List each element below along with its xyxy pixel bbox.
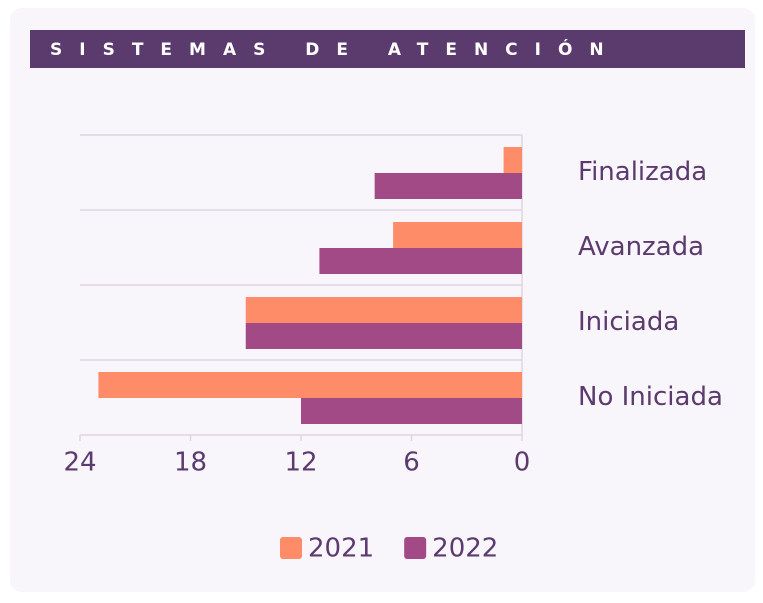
legend-label: 2022	[432, 534, 498, 564]
x-tick-label: 0	[514, 448, 531, 478]
bar	[503, 147, 522, 173]
bar	[301, 398, 522, 424]
bar	[393, 222, 522, 248]
category-label: No Iniciada	[578, 382, 723, 412]
legend-swatch	[404, 537, 427, 559]
x-tick-label: 6	[403, 448, 420, 478]
bar	[245, 297, 522, 323]
x-tick-label: 24	[63, 448, 96, 478]
title-bar	[30, 30, 745, 68]
category-label: Finalizada	[578, 157, 707, 187]
bar	[98, 372, 523, 398]
x-tick-label: 18	[174, 448, 207, 478]
bar	[319, 248, 522, 274]
chart-title: SISTEMAS DE ATENCIÓN	[50, 38, 621, 60]
x-tick-label: 12	[284, 448, 317, 478]
bar	[245, 323, 522, 349]
category-label: Avanzada	[578, 232, 704, 262]
legend-label: 2021	[308, 534, 374, 564]
category-label: Iniciada	[578, 307, 679, 337]
legend-swatch	[280, 537, 302, 559]
bar	[374, 173, 522, 199]
